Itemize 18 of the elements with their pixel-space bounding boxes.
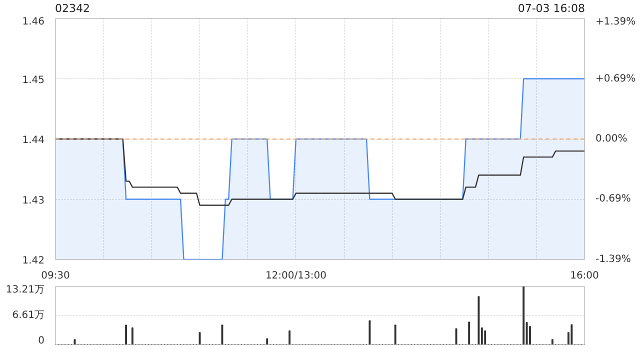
y-tick-label: 0 xyxy=(38,336,45,346)
y-tick-label: 6.61万 xyxy=(12,310,44,321)
y-tick-label: 1.46 xyxy=(22,16,44,28)
y2-tick-label: -0.69% xyxy=(596,193,631,204)
x-tick-label: 16:00 xyxy=(570,270,599,282)
y-tick-label: 1.42 xyxy=(22,256,44,266)
y2-tick-label: 0.00% xyxy=(596,134,628,144)
y2-tick-label: +0.69% xyxy=(596,74,636,85)
y2-tick-label: -1.39% xyxy=(596,254,631,265)
y-tick-label: 1.44 xyxy=(22,135,44,146)
y-tick-label: 1.43 xyxy=(22,195,44,206)
y-tick-label: 1.45 xyxy=(22,74,44,86)
x-tick-label: 12:00/13:00 xyxy=(265,270,326,282)
y2-tick-label: +1.39% xyxy=(596,16,636,28)
text: 07-03 16:08 xyxy=(518,1,585,17)
chart-title: 02342 xyxy=(55,1,90,17)
x-tick-label: 09:30 xyxy=(41,270,70,282)
y-tick-label: 13.21万 xyxy=(6,284,45,296)
